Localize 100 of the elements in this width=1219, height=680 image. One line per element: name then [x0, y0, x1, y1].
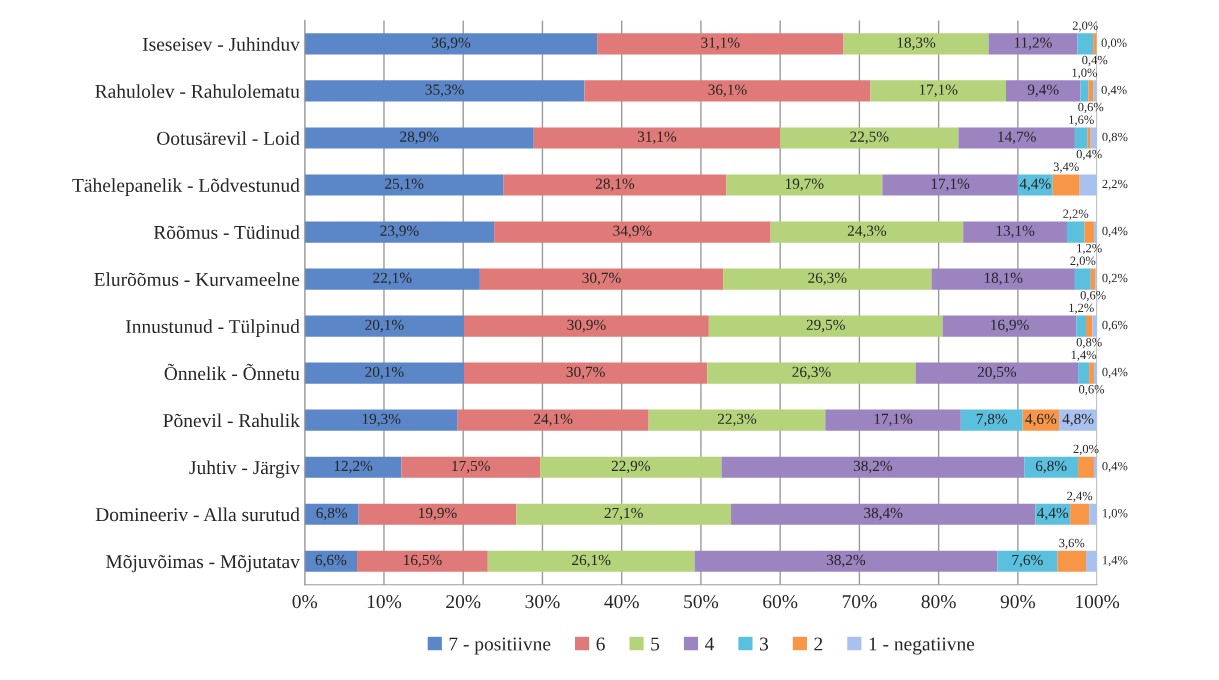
data-label: 0,4% — [1082, 55, 1108, 67]
bar — [1078, 362, 1090, 384]
bar — [533, 127, 781, 149]
data-label: 28,1% — [595, 178, 635, 192]
data-label: 2,0% — [1070, 256, 1096, 267]
data-label: 11,2% — [1014, 37, 1052, 50]
data-label: 0,8% — [1076, 338, 1102, 349]
data-label: 34,9% — [613, 225, 652, 239]
bar — [304, 33, 598, 55]
data-label: 0,6% — [1079, 385, 1105, 396]
bar — [304, 362, 465, 384]
data-label: 0,4% — [1102, 367, 1128, 379]
bar — [584, 80, 871, 102]
data-label: 0,6% — [1102, 320, 1128, 332]
data-label: 20,1% — [365, 366, 404, 380]
data-label: 16,9% — [991, 319, 1029, 333]
data-label: 0,0% — [1101, 38, 1127, 49]
bar — [1089, 503, 1098, 525]
bar — [1074, 268, 1091, 290]
bar — [401, 456, 541, 478]
data-label: 0,6% — [1080, 290, 1106, 302]
data-label: 18,3% — [897, 37, 936, 50]
x-tick-label: 50% — [684, 595, 719, 609]
bar — [1084, 221, 1094, 243]
y-tick-label: Iseseisev - Juhinduv — [142, 37, 300, 51]
x-tick-label: 10% — [367, 595, 402, 609]
data-label: 35,3% — [425, 84, 464, 97]
data-label: 19,9% — [419, 507, 457, 521]
bar — [1066, 221, 1085, 243]
data-label: 17,5% — [452, 460, 490, 474]
data-label: 1,2% — [1077, 243, 1102, 255]
x-tick-label: 100% — [1076, 595, 1120, 609]
bar — [825, 409, 961, 431]
x-tick-label: 80% — [921, 595, 956, 609]
bar — [1070, 503, 1090, 525]
bar — [942, 315, 1077, 337]
data-label: 22,5% — [850, 131, 889, 145]
bar — [1086, 315, 1093, 337]
bar — [721, 456, 1025, 478]
bar — [304, 409, 458, 431]
data-label: 36,1% — [708, 84, 747, 97]
data-label: 0,4% — [1102, 461, 1128, 473]
data-label: 19,3% — [362, 413, 401, 427]
y-tick-label: Rahulolev - Rahulolematu — [95, 84, 300, 98]
bar — [1024, 456, 1079, 478]
data-label: 1,0% — [1102, 508, 1128, 520]
bar — [726, 174, 883, 196]
data-label: 0,4% — [1076, 149, 1102, 161]
data-label: 13,1% — [996, 225, 1035, 239]
y-tick-label: Põnevil - Rahulik — [163, 413, 300, 428]
data-label: 26,3% — [808, 272, 847, 286]
x-tick-label: 30% — [525, 595, 560, 609]
legend-label: 5 — [651, 637, 660, 651]
bar — [723, 268, 932, 290]
data-label: 26,1% — [572, 554, 611, 568]
data-label: 0,6% — [1078, 102, 1104, 114]
data-label: 30,7% — [566, 366, 605, 380]
bar — [494, 221, 771, 243]
bar — [960, 409, 1023, 431]
data-label: 17,1% — [874, 413, 913, 427]
bar — [1093, 80, 1097, 102]
x-tick-label: 90% — [1000, 595, 1036, 609]
x-tick-label: 60% — [763, 595, 798, 609]
data-label: 25,1% — [385, 178, 424, 192]
data-label: 0,2% — [1102, 273, 1128, 285]
data-label: 28,9% — [400, 131, 439, 145]
bar — [1057, 550, 1087, 572]
data-label: 38,4% — [864, 507, 903, 521]
bar — [780, 127, 959, 149]
bar — [1005, 80, 1081, 102]
bar — [1093, 33, 1097, 55]
legend-label: 1 - negatiivne — [869, 637, 975, 655]
bar — [304, 550, 358, 572]
bar — [1093, 362, 1098, 384]
bar — [304, 221, 495, 243]
bar — [597, 33, 844, 55]
data-label: 31,1% — [701, 37, 740, 50]
data-label: 4,4% — [1019, 178, 1051, 192]
bar — [707, 362, 916, 384]
legend-label: 7 - positiivne — [449, 637, 551, 655]
data-label: 1,0% — [1072, 68, 1098, 79]
bar — [843, 33, 989, 55]
data-label: 0,8% — [1102, 132, 1128, 143]
data-label: 1,4% — [1071, 350, 1097, 361]
legend-label: 6 — [596, 637, 605, 651]
data-label: 38,2% — [853, 460, 893, 474]
bar — [708, 315, 943, 337]
data-label: 20,5% — [977, 366, 1017, 380]
bar — [1076, 315, 1087, 337]
bar — [1093, 456, 1098, 478]
bar — [694, 550, 998, 572]
data-label: 2,2% — [1102, 179, 1128, 190]
data-label: 27,1% — [604, 507, 643, 521]
bar — [358, 503, 517, 525]
bar — [357, 550, 488, 572]
y-tick-label: Tähelepanelik - Lõdvestunud — [72, 178, 300, 196]
bar — [1093, 221, 1098, 243]
legend-label: 2 — [814, 637, 823, 651]
y-tick-label: Innustunud - Tülpinud — [125, 319, 300, 337]
bar — [1087, 127, 1091, 149]
